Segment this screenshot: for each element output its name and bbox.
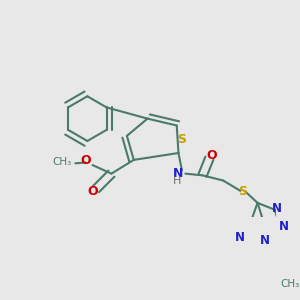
Text: S: S — [238, 185, 247, 198]
Text: N: N — [279, 220, 289, 233]
Text: O: O — [87, 185, 98, 198]
Text: CH₃: CH₃ — [52, 158, 72, 167]
Text: N: N — [173, 167, 184, 180]
Text: N: N — [260, 234, 269, 247]
Text: O: O — [207, 149, 217, 162]
Text: O: O — [80, 154, 91, 167]
Text: N: N — [272, 202, 282, 214]
Text: S: S — [177, 133, 186, 146]
Text: CH₃: CH₃ — [280, 279, 299, 289]
Text: H: H — [172, 176, 181, 185]
Text: N: N — [236, 231, 245, 244]
